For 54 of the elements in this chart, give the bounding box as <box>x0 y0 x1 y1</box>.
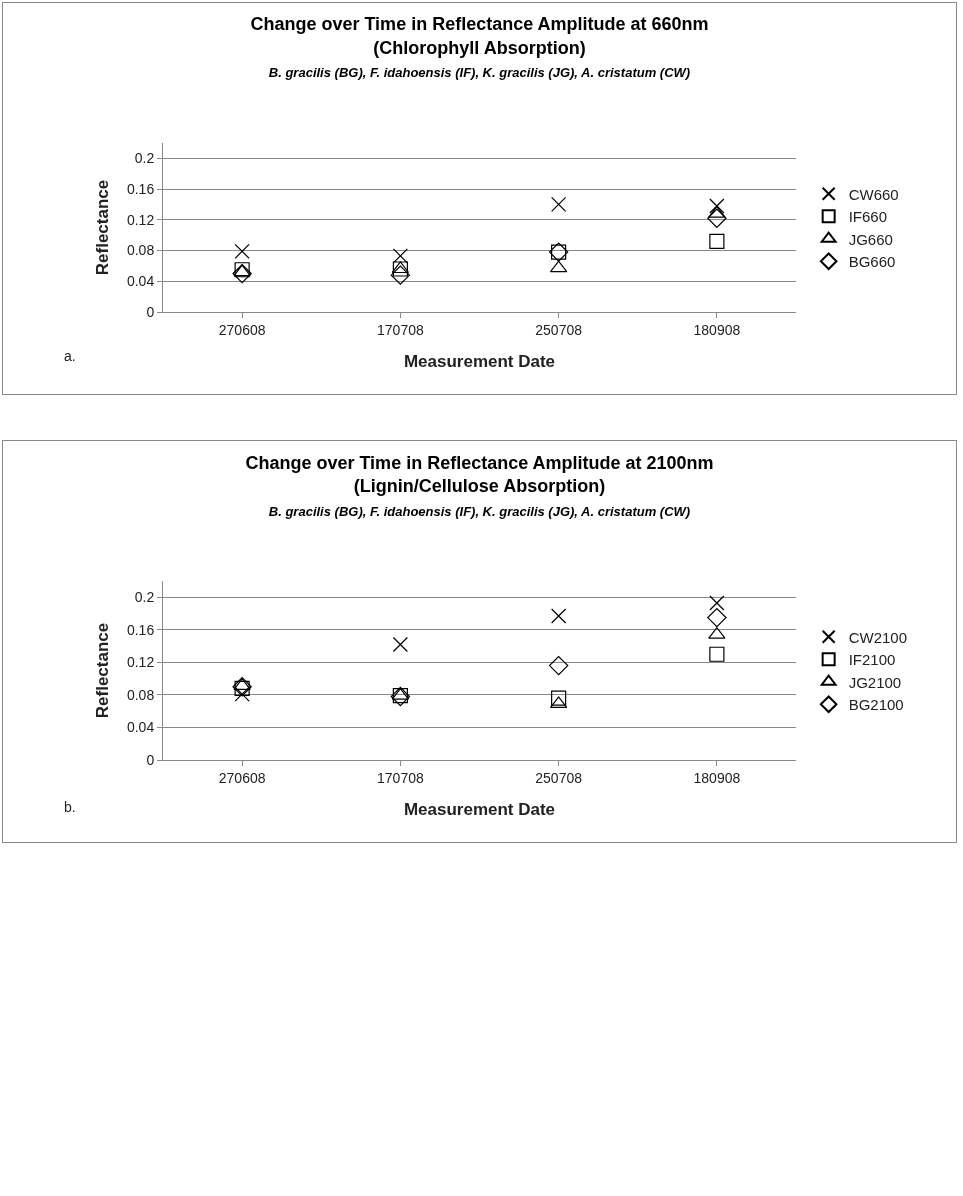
x-tick-label: 170708 <box>377 769 424 786</box>
point <box>707 607 727 628</box>
point <box>551 690 567 706</box>
point <box>548 655 569 676</box>
x-tick-label: 270608 <box>218 769 266 786</box>
x-tick-label: 170708 <box>377 321 424 338</box>
x-tick-label: 270608 <box>218 321 266 338</box>
y-axis-title: Reflectance <box>92 622 112 719</box>
y-tick-label: 0.08 <box>126 242 155 259</box>
legend-label: JG2100 <box>848 673 902 691</box>
point <box>232 263 252 284</box>
point <box>709 595 725 611</box>
legend-label: BG2100 <box>848 696 904 714</box>
x-axis-title: Measurement Date <box>403 352 556 372</box>
y-tick-label: 0.04 <box>126 719 155 736</box>
legend-label: IF660 <box>848 208 888 226</box>
point <box>707 208 727 228</box>
chart-subtitle: B. gracilis (BG), F. idahoensis (IF), K. gracilis (JG), A. cristatum (CW) <box>268 503 691 519</box>
x-tick-label: 180908 <box>693 321 741 338</box>
legend-label: CW660 <box>848 185 899 203</box>
point <box>234 243 250 259</box>
y-tick-label: 0.04 <box>126 273 155 290</box>
y-tick-label: 0.08 <box>126 686 155 703</box>
point <box>390 265 411 285</box>
point <box>709 646 725 662</box>
text: b. <box>64 799 76 815</box>
point <box>709 198 725 214</box>
y-tick-label: 0.2 <box>134 150 155 167</box>
y-tick-label: 0 <box>146 303 155 320</box>
legend-label: JG660 <box>848 230 893 248</box>
point <box>392 636 408 653</box>
x-axis-title: Measurement Date <box>403 800 556 820</box>
chart-title: Change over Time in Reflectance Amplitude at 2100nm (Lignin/Cellulose Absorption) <box>245 452 714 497</box>
point <box>709 233 725 249</box>
y-axis-title: Reflectance <box>92 179 112 276</box>
text: a. <box>64 348 76 364</box>
x-tick-label: 250708 <box>535 321 583 338</box>
chart-title: Change over Time in Reflectance Amplitude at 660nm (Chlorophyll Absorption) <box>250 14 709 58</box>
legend-label: BG660 <box>848 253 896 271</box>
y-tick-label: 0.12 <box>126 654 155 671</box>
y-tick-label: 0.2 <box>134 589 155 606</box>
y-tick-label: 0.16 <box>126 621 155 638</box>
y-tick-label: 0 <box>146 751 155 768</box>
legend-label: CW2100 <box>848 628 908 646</box>
point <box>233 678 251 691</box>
y-tick-label: 0.12 <box>126 211 155 228</box>
point <box>551 608 567 624</box>
x-tick-label: 180908 <box>693 769 741 786</box>
chart-subtitle: B. gracilis (BG), F. idahoensis (IF), K. gracilis (JG), A. cristatum (CW) <box>268 65 691 81</box>
y-tick-label: 0.16 <box>126 180 155 197</box>
x-tick-label: 250708 <box>535 769 583 786</box>
point <box>392 248 408 264</box>
legend-label: IF2100 <box>848 651 896 669</box>
point <box>551 196 567 213</box>
